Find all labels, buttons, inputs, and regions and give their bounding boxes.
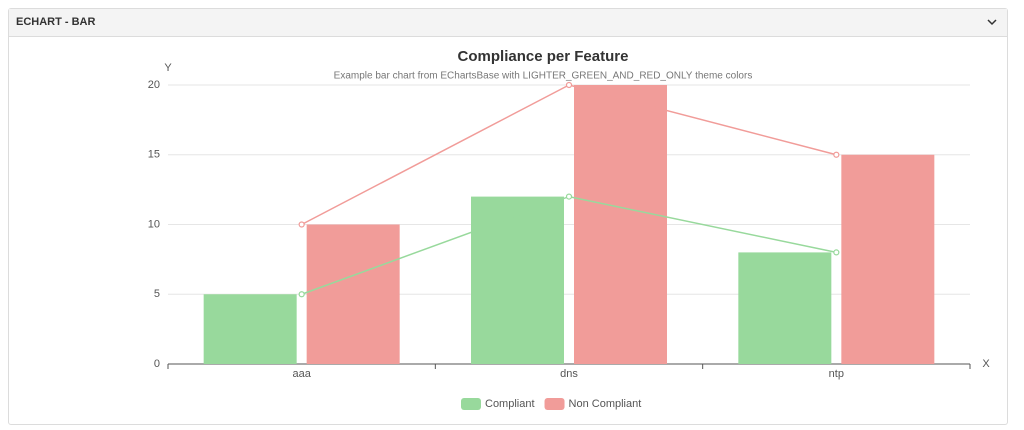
- legend-swatch: [461, 398, 481, 410]
- line-point: [298, 291, 305, 298]
- legend-label: Non Compliant: [569, 398, 642, 410]
- bar: [841, 154, 935, 364]
- panel-title: ECHART - BAR: [16, 16, 96, 28]
- chart-subtitle: Example bar chart from EChartsBase with …: [334, 71, 753, 82]
- bar: [574, 85, 667, 364]
- x-tick-label: ntp: [829, 368, 844, 380]
- line-point: [833, 151, 840, 158]
- y-tick-label: 0: [154, 358, 160, 370]
- legend-swatch: [544, 398, 565, 410]
- chart-title: Compliance per Feature: [458, 48, 629, 65]
- bar: [306, 224, 400, 364]
- y-tick-label: 5: [154, 288, 160, 300]
- legend-label: Compliant: [485, 398, 535, 410]
- y-axis-name: Y: [164, 62, 172, 74]
- bar: [471, 196, 564, 364]
- panel-header[interactable]: ECHART - BAR: [9, 9, 1007, 37]
- collapse-icon[interactable]: [987, 17, 997, 27]
- x-tick-label: aaa: [292, 368, 311, 380]
- line-point: [833, 249, 840, 256]
- y-tick-label: 15: [148, 149, 160, 161]
- y-tick-label: 20: [148, 79, 160, 91]
- line-point: [298, 221, 305, 228]
- y-tick-label: 10: [148, 218, 160, 230]
- bar: [203, 294, 297, 364]
- x-axis-name: X: [982, 358, 990, 370]
- line-point: [565, 193, 573, 200]
- x-tick-label: dns: [560, 368, 578, 380]
- bar: [738, 252, 832, 364]
- line-point: [565, 81, 573, 89]
